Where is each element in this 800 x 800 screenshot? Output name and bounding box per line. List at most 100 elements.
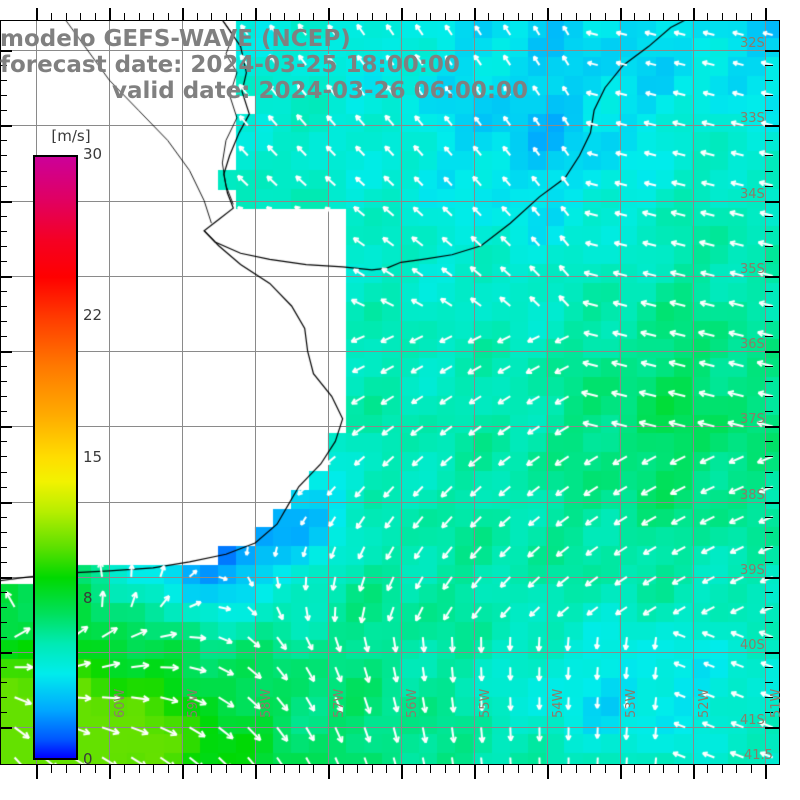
axis-tick bbox=[241, 765, 242, 773]
axis-tick bbox=[328, 8, 330, 20]
axis-tick bbox=[66, 765, 67, 773]
axis-tick bbox=[0, 637, 7, 638]
axis-tick bbox=[518, 765, 519, 773]
axis-tick bbox=[372, 765, 373, 773]
axis-tick bbox=[445, 13, 446, 20]
axis-tick bbox=[36, 8, 38, 20]
axis-tick bbox=[430, 13, 431, 20]
axis-tick bbox=[707, 13, 708, 20]
axis-tick bbox=[0, 652, 12, 654]
axis-tick bbox=[313, 765, 314, 773]
axis-tick bbox=[765, 396, 773, 397]
axis-tick bbox=[51, 765, 52, 773]
axis-tick bbox=[357, 765, 358, 773]
axis-tick bbox=[707, 765, 708, 773]
axis-tick bbox=[765, 8, 767, 20]
axis-tick bbox=[765, 110, 773, 111]
axis-tick bbox=[532, 765, 533, 773]
axis-tick bbox=[765, 411, 773, 412]
latitude-label: 40S bbox=[740, 638, 765, 653]
axis-tick bbox=[765, 517, 773, 518]
axis-tick bbox=[765, 261, 773, 262]
axis-tick bbox=[197, 765, 198, 773]
axis-tick bbox=[0, 547, 7, 548]
axis-tick bbox=[649, 765, 650, 773]
axis-tick bbox=[386, 765, 387, 773]
axis-tick bbox=[372, 13, 373, 20]
axis-tick bbox=[80, 765, 81, 773]
axis-tick bbox=[474, 8, 476, 20]
axis-tick bbox=[693, 765, 695, 779]
longitude-label: 58W bbox=[259, 688, 274, 718]
axis-tick bbox=[605, 765, 606, 773]
axis-tick bbox=[401, 765, 403, 779]
axis-tick bbox=[0, 231, 7, 232]
axis-tick bbox=[765, 727, 779, 729]
axis-tick bbox=[765, 65, 773, 66]
axis-tick bbox=[765, 125, 779, 127]
axis-tick bbox=[0, 366, 7, 367]
colorbar-tick-label: 30 bbox=[83, 145, 103, 163]
axis-tick bbox=[0, 727, 12, 729]
axis-tick bbox=[0, 351, 12, 353]
axis-tick bbox=[765, 321, 773, 322]
left-tick-ruler bbox=[0, 20, 20, 765]
axis-tick bbox=[765, 456, 773, 457]
axis-tick bbox=[765, 366, 773, 367]
axis-tick bbox=[765, 381, 773, 382]
axis-tick bbox=[95, 765, 96, 773]
axis-tick bbox=[0, 110, 7, 111]
axis-tick bbox=[0, 682, 7, 683]
axis-tick bbox=[0, 622, 7, 623]
axis-tick bbox=[765, 697, 773, 698]
axis-tick bbox=[765, 592, 773, 593]
axis-tick bbox=[765, 577, 779, 579]
latitude-label: 37S bbox=[740, 412, 765, 427]
axis-tick bbox=[0, 50, 12, 52]
axis-tick bbox=[765, 426, 779, 428]
axis-tick bbox=[270, 13, 271, 20]
axis-tick bbox=[765, 186, 773, 187]
latitude-label: 32S bbox=[740, 36, 765, 51]
axis-tick bbox=[0, 291, 7, 292]
axis-tick bbox=[168, 13, 169, 20]
axis-tick bbox=[284, 765, 285, 773]
latitude-label: 33S bbox=[740, 111, 765, 126]
axis-tick bbox=[0, 411, 7, 412]
axis-tick bbox=[765, 201, 779, 203]
axis-tick bbox=[765, 547, 773, 548]
axis-tick bbox=[182, 765, 184, 779]
axis-tick bbox=[401, 8, 403, 20]
axis-tick bbox=[561, 13, 562, 20]
axis-tick bbox=[765, 95, 773, 96]
axis-tick bbox=[576, 13, 577, 20]
axis-tick bbox=[313, 13, 314, 20]
axis-tick bbox=[0, 487, 7, 488]
axis-tick bbox=[765, 216, 773, 217]
axis-tick bbox=[678, 13, 679, 20]
axis-tick bbox=[211, 765, 212, 773]
axis-tick bbox=[765, 231, 773, 232]
axis-tick bbox=[0, 426, 12, 428]
axis-tick bbox=[663, 13, 664, 20]
axis-tick bbox=[211, 13, 212, 20]
axis-tick bbox=[343, 13, 344, 20]
longitude-label: 51W bbox=[769, 688, 784, 718]
axis-tick bbox=[561, 765, 562, 773]
axis-tick bbox=[0, 216, 7, 217]
axis-tick bbox=[503, 765, 504, 773]
axis-tick bbox=[620, 765, 622, 779]
axis-tick bbox=[765, 351, 779, 353]
axis-tick bbox=[0, 171, 7, 172]
axis-tick bbox=[547, 8, 549, 20]
axis-tick bbox=[284, 13, 285, 20]
axis-tick bbox=[328, 765, 330, 779]
longitude-label: 52W bbox=[697, 688, 712, 718]
axis-tick bbox=[765, 682, 773, 683]
axis-tick bbox=[547, 765, 549, 779]
axis-tick bbox=[590, 13, 591, 20]
axis-tick bbox=[0, 261, 7, 262]
axis-tick bbox=[722, 765, 723, 773]
bottom-tick-ruler bbox=[0, 765, 800, 787]
axis-tick bbox=[765, 246, 773, 247]
